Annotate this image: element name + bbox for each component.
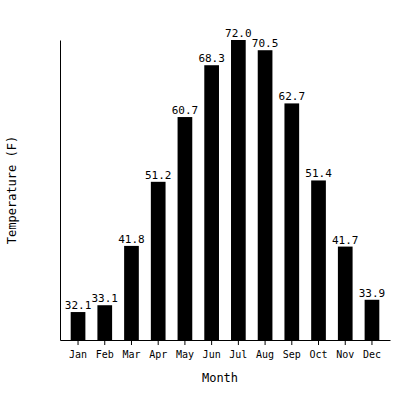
bar	[284, 103, 299, 340]
bar	[231, 40, 246, 340]
x-tick-label: Jul	[229, 349, 247, 360]
bar	[204, 65, 219, 340]
bar	[258, 50, 273, 340]
data-label: 51.4	[305, 167, 332, 180]
x-tick-label: Sep	[283, 349, 301, 360]
x-axis-title: Month	[202, 371, 238, 385]
data-label: 41.8	[118, 233, 145, 246]
data-labels: 32.133.1 41.8 51.2 60.7 68.372.070.5 62.7 51.4…	[65, 27, 385, 312]
data-label: 32.1	[65, 299, 92, 312]
x-tick-label: May	[176, 349, 194, 360]
bar	[338, 247, 353, 340]
x-tick-mark	[158, 340, 159, 345]
x-tick-mark	[345, 340, 346, 345]
x-tick-mark	[104, 340, 105, 345]
x-tick-label: Oct	[309, 349, 327, 360]
x-tick: Mar	[122, 340, 140, 360]
bar	[178, 117, 193, 340]
x-tick-mark	[318, 340, 319, 345]
bar	[71, 312, 86, 340]
x-tick-mark	[131, 340, 132, 345]
data-label: 51.2	[145, 169, 172, 182]
x-tick-mark	[78, 340, 79, 345]
data-label: 62.7	[279, 90, 306, 103]
x-tick: Jul	[229, 340, 247, 360]
y-axis-line	[60, 41, 61, 341]
x-tick: Nov	[336, 340, 354, 360]
x-tick: May	[176, 340, 194, 360]
data-label: 33.1	[92, 292, 119, 305]
x-tick-label: Jun	[203, 349, 221, 360]
x-tick: Feb	[96, 340, 114, 360]
data-label: 60.7	[172, 104, 199, 117]
x-tick-mark	[291, 340, 292, 345]
x-tick-label: Jan	[69, 349, 87, 360]
x-tick-label: Apr	[149, 349, 167, 360]
x-tick-label: Dec	[363, 349, 381, 360]
chart: 32.133.1 41.8 51.2 60.7 68.372.070.5 62.7 51.4…	[0, 0, 400, 400]
x-tick-label: Aug	[256, 349, 274, 360]
data-label: 70.5	[252, 37, 279, 50]
x-tick-mark	[184, 340, 185, 345]
x-tick: Aug	[256, 340, 274, 360]
x-axis: Jan Feb Mar Apr May Jun Jul Aug Sep Oct Nov Dec	[61, 340, 391, 360]
x-tick-mark	[371, 340, 372, 345]
data-label: 72.0	[225, 27, 252, 40]
x-tick-mark	[265, 340, 266, 345]
bar	[97, 305, 112, 340]
x-tick-label: Feb	[96, 349, 114, 360]
x-axis-line	[61, 340, 391, 341]
bar	[365, 300, 380, 340]
x-tick: Apr	[149, 340, 167, 360]
bar	[124, 246, 139, 340]
x-tick-mark	[211, 340, 212, 345]
bar	[311, 180, 326, 340]
x-tick-mark	[238, 340, 239, 345]
x-tick: Sep	[283, 340, 301, 360]
x-tick: Oct	[309, 340, 327, 360]
x-tick: Dec	[363, 340, 381, 360]
bar	[151, 182, 166, 340]
y-axis	[60, 41, 61, 341]
plot-area	[71, 40, 380, 340]
data-label: 33.9	[359, 287, 386, 300]
data-label: 41.7	[332, 234, 359, 247]
x-tick: Jan	[69, 340, 87, 360]
x-tick-label: Nov	[336, 349, 354, 360]
y-axis-title: Temperature (F)	[5, 136, 19, 244]
data-label: 68.3	[198, 52, 225, 65]
x-tick: Jun	[203, 340, 221, 360]
x-tick-label: Mar	[122, 349, 140, 360]
